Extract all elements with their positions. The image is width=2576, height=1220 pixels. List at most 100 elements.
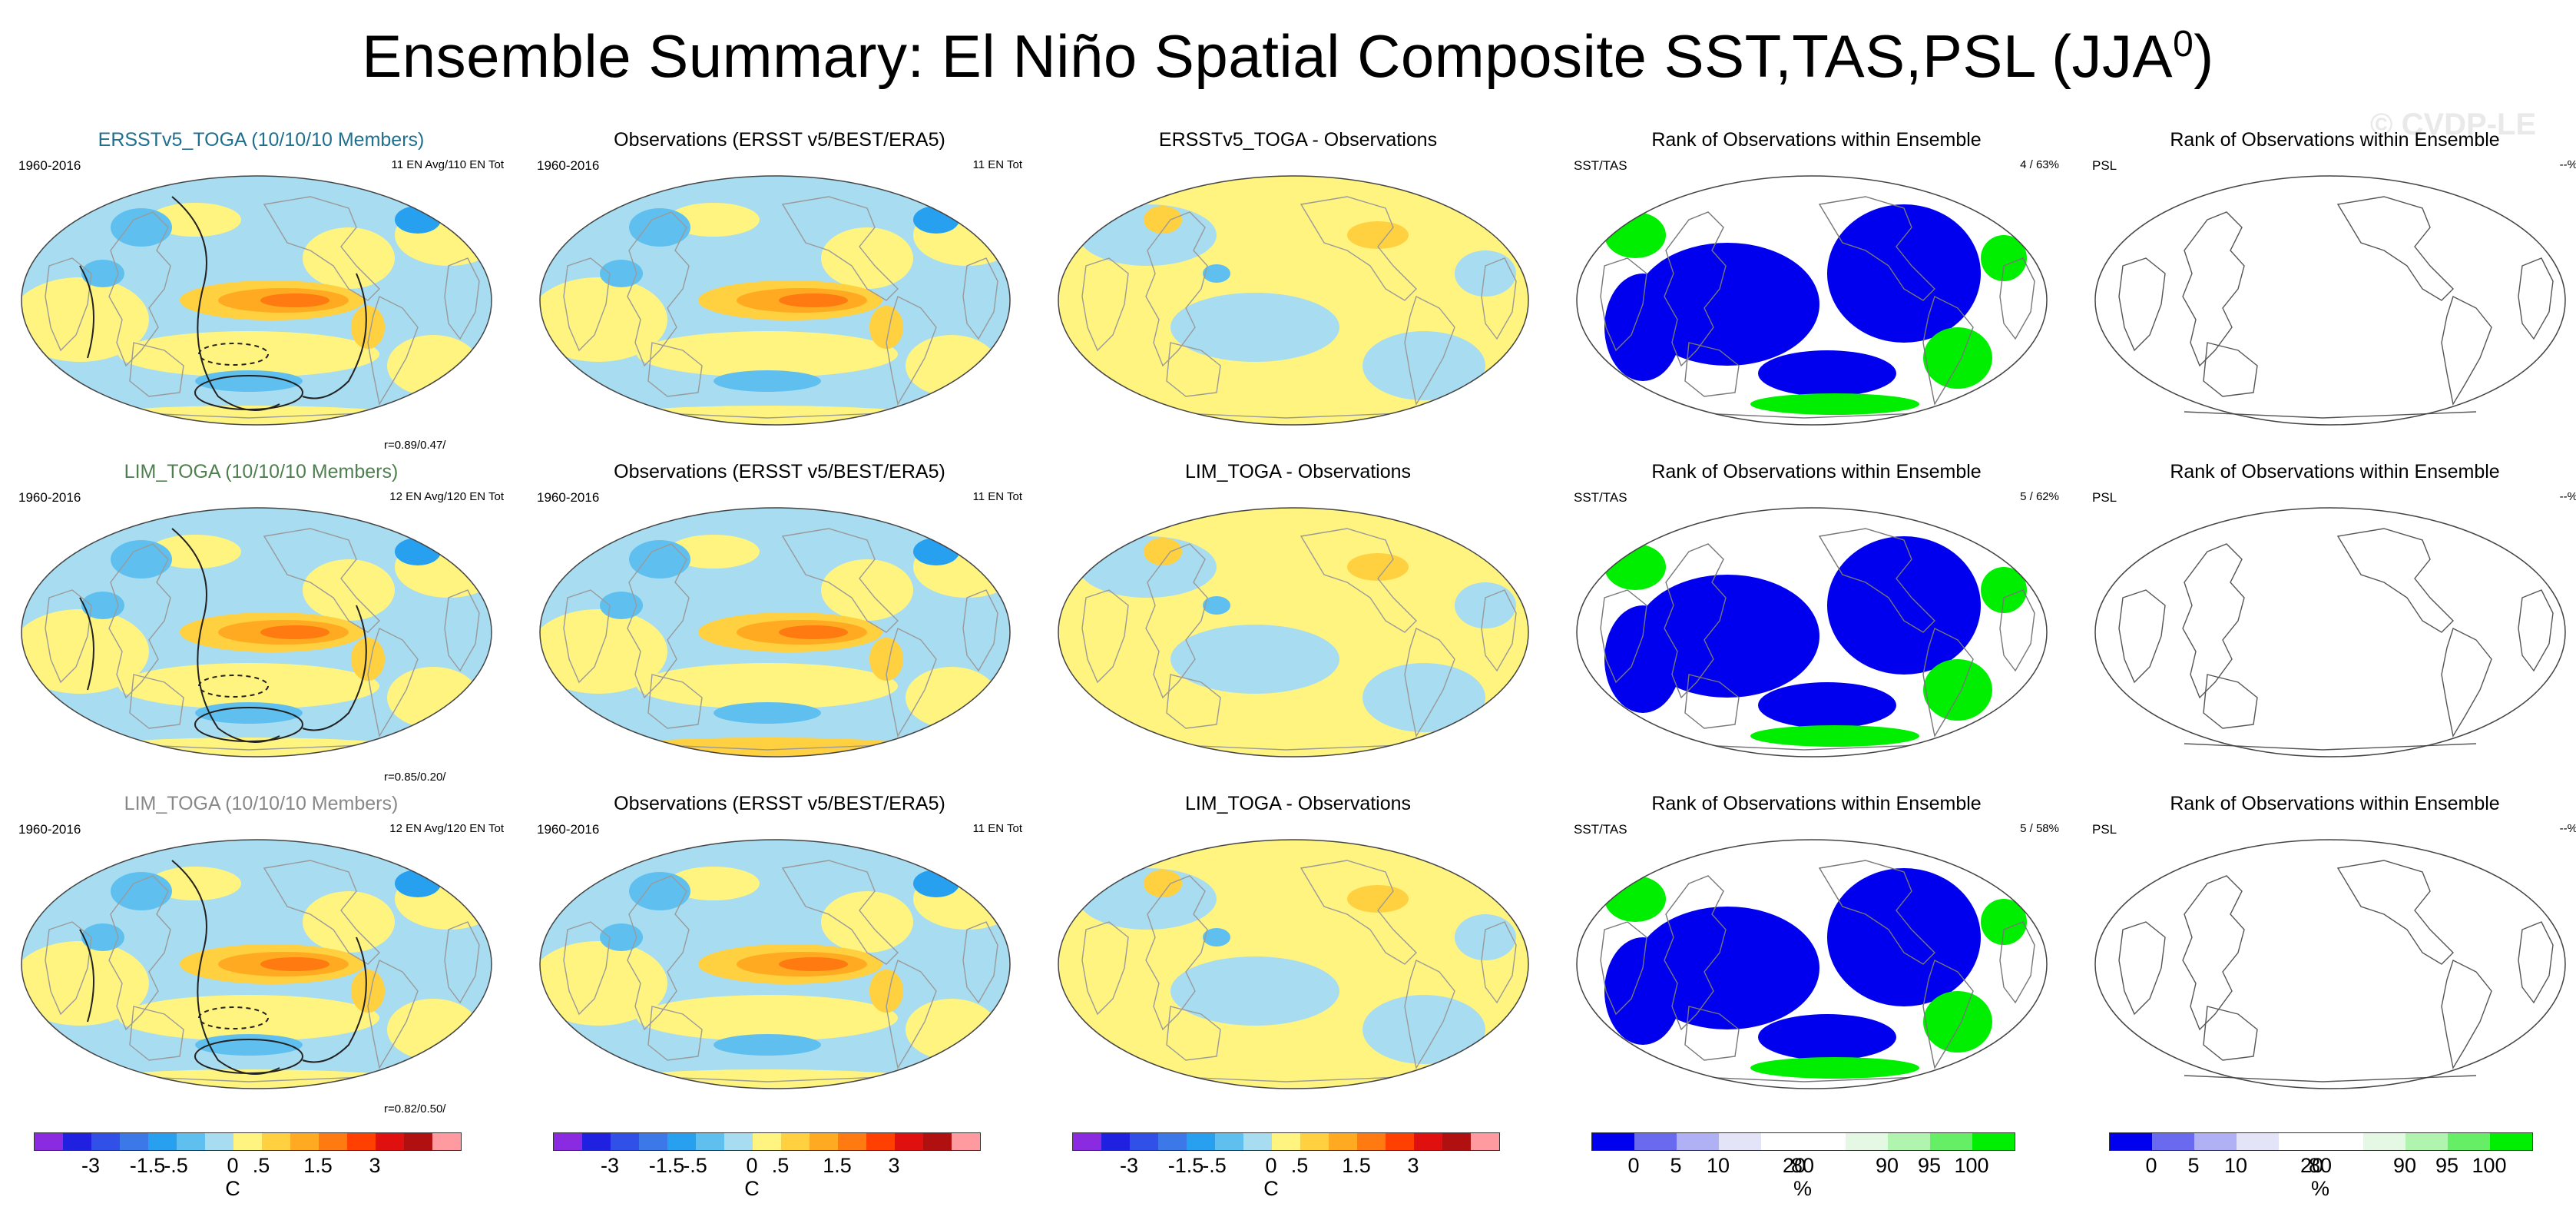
map-outline: [539, 839, 1011, 1089]
difference-warm-region: [1144, 538, 1182, 565]
colorbar-tick-label: 10: [2223, 1154, 2248, 1177]
colorbar-tick-label: -.5: [1202, 1154, 1227, 1177]
coastline-africa-east: [1999, 257, 2035, 340]
map-plot: [539, 175, 1011, 426]
colorbar-swatch: [2448, 1133, 2490, 1150]
colorbar-tick-label: -.5: [164, 1154, 188, 1177]
difference-cold-core: [1203, 596, 1230, 615]
colorbar-swatch: [1888, 1133, 1930, 1150]
colorbar-tick-label: 0: [1265, 1154, 1277, 1177]
coastline-australia: [129, 674, 184, 729]
colorbar-swatch: [1243, 1133, 1272, 1150]
rank-low-region: [1604, 937, 1681, 1045]
difference-warm-region: [1144, 870, 1182, 897]
colorbar-swatch: [611, 1133, 639, 1150]
panel-title: Rank of Observations within Ensemble: [1651, 461, 1982, 482]
coastline-australia: [2203, 1006, 2258, 1061]
coastline-africa: [563, 921, 611, 1016]
anomaly-warm-region: [821, 227, 913, 289]
colorbar-swatch: [554, 1133, 582, 1150]
panel-count-label: 11 EN Tot: [972, 822, 1022, 835]
colorbar-tick-label: 0: [2145, 1154, 2157, 1177]
coastline-asia: [108, 211, 171, 367]
colorbar-tick-label: 80: [2308, 1154, 2333, 1177]
anomaly-warm-region: [149, 867, 241, 900]
colorbar-tick-label: .5: [1290, 1154, 1309, 1177]
colorbar-swatch: [923, 1133, 952, 1150]
panel-count-label: 11 EN Tot: [972, 490, 1022, 503]
difference-cold-region: [1170, 625, 1339, 694]
coastline-north-america: [2336, 196, 2454, 301]
anomaly-warm-region: [387, 335, 479, 396]
coastline-africa: [1600, 921, 1647, 1016]
coastline-africa: [563, 589, 611, 684]
psl-contour-line: [302, 937, 367, 1063]
coastline-australia: [1684, 674, 1740, 729]
colorbar-tick-label: 0: [1627, 1154, 1640, 1177]
map-panel-r1-c1: ERSSTv5_TOGA (10/10/10 Members) 1960-2016…: [8, 128, 515, 452]
coastline-africa: [2118, 921, 2166, 1016]
psl-contour-line: [302, 605, 367, 731]
colorbar-swatch: [1357, 1133, 1386, 1150]
colorbar-swatch: [810, 1133, 838, 1150]
map-plot: [21, 175, 492, 426]
colorbar-tick-label: -3: [1119, 1154, 1139, 1177]
coastal-warm-anomaly: [351, 970, 385, 1013]
colorbar-swatch: [895, 1133, 923, 1150]
map-panel-r2-c1: LIM_TOGA (10/10/10 Members) 1960-2016 12 E…: [8, 459, 515, 784]
coastline-australia: [129, 342, 184, 397]
anomaly-warm-region: [303, 891, 395, 953]
panel-count-label: 11 EN Tot: [972, 158, 1022, 171]
anomaly-cold-region: [81, 260, 124, 287]
panel-title: Rank of Observations within Ensemble: [2170, 129, 2500, 151]
coastline-africa: [1081, 921, 1129, 1016]
difference-cold-region: [1362, 995, 1485, 1064]
coastline-north-america: [263, 528, 380, 633]
colorbar-swatch: [2321, 1133, 2363, 1150]
panel-title: Rank of Observations within Ensemble: [1651, 129, 1982, 151]
coastline-australia: [647, 342, 703, 397]
colorbar-swatch: [1158, 1133, 1187, 1150]
coastline-africa: [1081, 589, 1129, 684]
colorbar-swatch: [63, 1133, 91, 1150]
map-outline: [1058, 507, 1529, 758]
panel-title: ERSSTv5_TOGA - Observations: [1158, 129, 1438, 151]
colorbar-tick-label: 95: [1917, 1154, 1942, 1177]
colorbar-swatch: [1414, 1133, 1442, 1150]
colorbar-swatch: [177, 1133, 205, 1150]
map-outline: [1058, 175, 1529, 426]
map-outline: [539, 507, 1011, 758]
difference-cold-region: [1362, 331, 1485, 400]
colorbar-swatch: [1215, 1133, 1243, 1150]
coastline-africa-east: [962, 589, 998, 672]
colorbar-swatch: [1187, 1133, 1215, 1150]
colorbar-swatch: [2194, 1133, 2237, 1150]
anomaly-warm-region: [906, 335, 998, 396]
colorbar-tick-label: 3: [888, 1154, 900, 1177]
coastline-africa: [1600, 589, 1647, 684]
coastline-africa-east: [962, 257, 998, 340]
rank-low-region: [1758, 1014, 1896, 1060]
coastline-australia: [1684, 1006, 1740, 1061]
colorbar-tick-label: 10: [1706, 1154, 1730, 1177]
rank-low-region: [1635, 907, 1819, 1029]
coastline-asia: [1664, 211, 1727, 367]
colorbar-tick-label: -.5: [683, 1154, 707, 1177]
panel-period-label: SST/TAS: [1574, 822, 1627, 837]
colorbar-tick-label: 1.5: [1342, 1154, 1371, 1177]
coastline-asia: [108, 543, 171, 699]
nino-tongue-core: [779, 957, 848, 971]
anomaly-warm-region: [387, 667, 479, 728]
map-outline: [1576, 839, 2048, 1089]
anomaly-cold-region: [81, 923, 124, 951]
colorbar-swatch: [262, 1133, 290, 1150]
coastline-australia: [647, 1006, 703, 1061]
colorbar-swatch: [2279, 1133, 2321, 1150]
coastline-africa-east: [2518, 921, 2554, 1004]
colorbar-unit-label: C: [1263, 1177, 1279, 1200]
map-panel-r2-c4: Rank of Observations within Ensemble SST/…: [1563, 459, 2070, 782]
colorbar-swatch: [290, 1133, 319, 1150]
difference-cold-region: [1170, 293, 1339, 362]
anomaly-cold-region: [111, 872, 172, 910]
anomaly-warm-region: [821, 559, 913, 621]
